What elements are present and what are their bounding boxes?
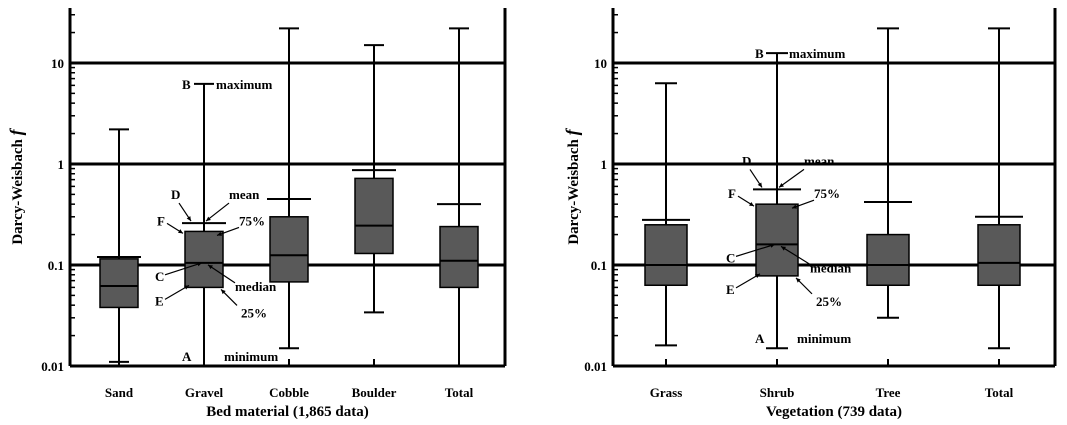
annotation-arrowhead — [217, 231, 222, 236]
annotation-arrow — [205, 202, 230, 222]
y-tick-label: 10 — [51, 56, 64, 71]
annotation-arrowhead — [792, 204, 797, 209]
annotation-b: B — [755, 46, 764, 61]
annotation-minimum: minimum — [797, 331, 851, 346]
iqr-box — [439, 225, 479, 289]
x-tick-label: Boulder — [352, 385, 397, 400]
y-tick-label: 0.1 — [591, 258, 607, 273]
y-tick-label: 1 — [58, 157, 65, 172]
x-tick-label: Sand — [105, 385, 134, 400]
iqr-box — [866, 233, 910, 287]
annotation-arrow — [164, 284, 190, 300]
iqr-box — [269, 216, 309, 283]
annotation-mean: mean — [804, 153, 835, 168]
box-boulder — [352, 44, 396, 314]
annotation-e: E — [155, 293, 164, 308]
y-tick-label: 0.01 — [584, 359, 607, 374]
box-grass — [642, 82, 690, 347]
iqr-box — [644, 224, 688, 287]
y-tick-label: 1 — [601, 157, 608, 172]
box-gravel — [182, 82, 226, 367]
annotation-arrowhead — [184, 285, 189, 290]
annotation-arrow — [735, 243, 776, 257]
annotation-a: A — [182, 349, 192, 364]
annotation-arrowhead — [206, 216, 211, 222]
x-tick-label: Total — [445, 385, 474, 400]
x-axis-title: Vegetation (739 data) — [766, 404, 902, 420]
iqr-box — [354, 177, 394, 255]
annotation-median: median — [235, 279, 277, 294]
x-tick-label: Gravel — [185, 385, 224, 400]
annotation-arrow — [780, 245, 811, 265]
y-tick-label: 0.01 — [41, 359, 64, 374]
annotation-arrowhead — [186, 216, 191, 222]
annotation-maximum: maximum — [789, 46, 846, 61]
y-axis-title-symbol: f — [562, 127, 582, 135]
y-axis-title-text: Darcy-Weisbach — [10, 135, 26, 244]
annotation-arrowhead — [197, 262, 202, 267]
annotation-arrowhead — [208, 264, 213, 270]
annotation-arrowhead — [755, 273, 760, 279]
x-tick-label: Grass — [650, 385, 683, 400]
annotation-p75: 75% — [239, 213, 265, 228]
annotation-arrowhead — [749, 201, 754, 207]
annotation-arrowhead — [781, 246, 786, 251]
y-axis-title: Darcy-Weisbach f — [562, 127, 582, 244]
annotation-e: E — [726, 282, 735, 297]
annotation-p25: 25% — [816, 294, 842, 309]
annotation-arrow — [778, 168, 805, 188]
annotation-arrowhead — [221, 289, 226, 295]
iqr-box — [977, 224, 1021, 287]
box-total — [975, 27, 1023, 350]
vegetation-panel: 0.01 0.1 1 10 Darcy-Weisbach f Grass Shrub Tree… — [562, 8, 1057, 420]
box-sand — [97, 128, 141, 363]
box-total — [437, 27, 481, 367]
annotation-p75: 75% — [814, 186, 840, 201]
annotation-arrowhead — [779, 183, 784, 188]
x-tick-label: Cobble — [269, 385, 309, 400]
x-tick-label: Total — [985, 385, 1014, 400]
annotation-arrow — [164, 262, 203, 276]
annotation-d: D — [742, 153, 751, 168]
y-axis-title-text: Darcy-Weisbach — [566, 135, 582, 244]
annotation-arrow — [207, 264, 236, 284]
y-tick-label: 10 — [594, 56, 607, 71]
x-axis-title: Bed material (1,865 data) — [206, 404, 368, 420]
iqr-box — [99, 258, 139, 309]
y-axis-title-symbol: f — [6, 127, 26, 135]
box-tree — [864, 27, 912, 319]
annotation-f: F — [157, 213, 165, 228]
bed-material-panel: 0.01 0.1 1 10 Darcy-Weisbach f Sand Gravel Cobb… — [6, 8, 507, 420]
annotation-d: D — [171, 187, 180, 202]
annotation-b: B — [182, 77, 191, 92]
x-tick-label: Tree — [876, 385, 901, 400]
box-shrub — [753, 52, 801, 350]
x-tick-label: Shrub — [760, 385, 795, 400]
y-axis-title: Darcy-Weisbach f — [6, 127, 26, 244]
annotation-median: median — [810, 260, 852, 275]
annotation-arrowhead — [770, 243, 775, 248]
iqr-box — [184, 230, 224, 289]
annotation-p25: 25% — [241, 305, 267, 320]
y-tick-label: 0.1 — [48, 258, 64, 273]
annotation-arrowhead — [757, 182, 762, 188]
annotation-maximum: maximum — [216, 77, 273, 92]
iqr-box — [755, 203, 799, 277]
annotation-arrowhead — [178, 229, 183, 234]
annotation-arrow — [735, 273, 761, 289]
annotation-f: F — [728, 186, 736, 201]
annotation-c: C — [726, 250, 735, 265]
annotation-mean: mean — [229, 187, 260, 202]
annotation-c: C — [155, 269, 164, 284]
box-cobble — [267, 27, 311, 350]
annotation-a: A — [755, 331, 765, 346]
annotation-minimum: minimum — [224, 349, 278, 364]
annotation-arrowhead — [796, 277, 801, 283]
